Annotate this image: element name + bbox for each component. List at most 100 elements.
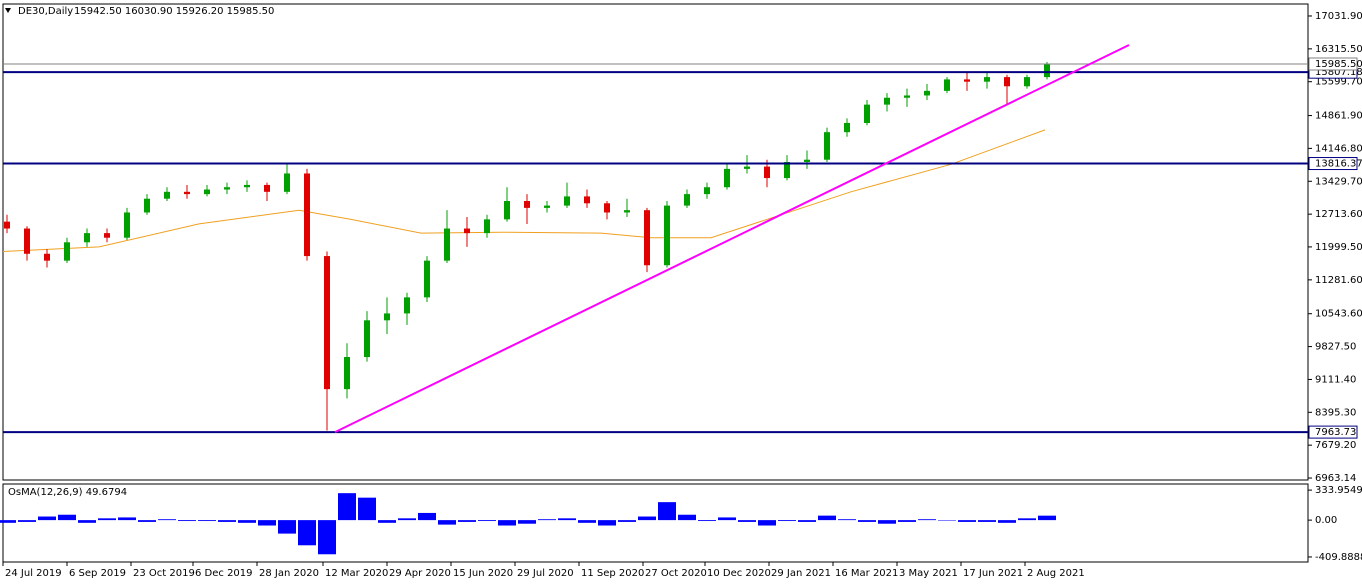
candle-body (444, 228, 450, 261)
osma-bar (658, 502, 676, 521)
osma-bar (218, 520, 236, 522)
candle-body (1024, 77, 1030, 87)
osma-bar (998, 520, 1016, 523)
osma-bar (438, 520, 456, 525)
x-tick-label: 23 Oct 2019 (133, 568, 195, 579)
osma-bar (18, 520, 36, 522)
symbol-title: DE30,Daily (18, 6, 73, 17)
osma-bar (498, 520, 516, 526)
osma-bar (298, 520, 316, 546)
candle-body (944, 79, 950, 91)
candle-body (784, 161, 790, 179)
candle-body (584, 196, 590, 204)
candle-body (764, 166, 770, 179)
candle-body (804, 159, 810, 162)
osma-bar (718, 517, 736, 521)
osma-bar (358, 497, 376, 521)
candle-body (844, 122, 850, 133)
candle-body (884, 97, 890, 105)
candle-body (424, 260, 430, 298)
level-label: 7963.73 (1315, 427, 1356, 438)
osma-bar (118, 517, 136, 521)
candle-body (244, 184, 250, 188)
candle-body (684, 194, 690, 206)
osma-bar (238, 520, 256, 523)
y-tick-label: 10543.60 (1315, 309, 1362, 320)
candle-body (744, 166, 750, 169)
osma-bar (898, 520, 916, 522)
osma-bar (918, 519, 936, 521)
candle-body (984, 77, 990, 82)
x-tick-label: 10 Dec 2020 (707, 568, 771, 579)
osma-bar (178, 520, 196, 522)
osma-bar (878, 520, 896, 524)
x-tick-label: 28 Jan 2020 (259, 568, 319, 579)
osma-bar (538, 519, 556, 521)
candle-body (504, 200, 510, 220)
osma-bar (138, 520, 156, 522)
osma-bar (738, 520, 756, 522)
moving-average (2, 129, 1046, 252)
osma-bar (638, 516, 656, 521)
candle-body (544, 205, 550, 208)
level-label-box (1308, 157, 1358, 171)
y-tick-label: 15599.70 (1315, 77, 1362, 88)
candle-body (324, 256, 330, 390)
candle-body (1004, 77, 1010, 87)
osma-bar (58, 514, 76, 521)
osma-bar (958, 520, 976, 522)
menu-arrow (5, 8, 11, 13)
osma-bar (258, 520, 276, 526)
x-tick-label: 6 Sep 2019 (69, 568, 126, 579)
candle-body (924, 90, 930, 96)
y-tick-label: 14146.80 (1315, 143, 1362, 154)
osma-bar (698, 520, 716, 522)
osma-bar (78, 520, 96, 523)
osma-bar (0, 520, 16, 523)
x-tick-label: 29 Jul 2020 (517, 568, 574, 579)
candle-body (824, 132, 830, 160)
osma-bar (938, 520, 956, 521)
osma-bar (778, 520, 796, 522)
y-tick-label: 0.00 (1315, 515, 1337, 526)
y-tick-label: 12713.60 (1315, 209, 1362, 220)
y-tick-label: 17031.90 (1315, 11, 1362, 22)
level-label-box (1308, 425, 1358, 439)
candle-body (644, 210, 650, 266)
candle-body (564, 196, 570, 206)
candle-body (364, 320, 370, 358)
osma-bar (558, 518, 576, 521)
y-tick-label: 9827.50 (1315, 342, 1356, 353)
osma-bar (38, 516, 56, 521)
y-tick-label: 11281.60 (1315, 275, 1362, 286)
level-label: 15807.18 (1315, 67, 1362, 78)
osma-bar (318, 520, 336, 555)
osma-bar (578, 520, 596, 523)
osma-bar (278, 520, 296, 534)
osma-bar (478, 520, 496, 522)
osma-bar (678, 514, 696, 521)
candle-body (184, 191, 190, 195)
x-tick-label: 17 Jun 2021 (963, 568, 1023, 579)
osma-bar (978, 520, 996, 522)
x-tick-label: 12 Mar 2020 (325, 568, 388, 579)
osma-bar (458, 520, 476, 522)
osma-bar (818, 515, 836, 521)
candle-body (964, 79, 970, 82)
candle-body (724, 168, 730, 188)
osma-bar (618, 520, 636, 522)
candle-body (344, 357, 350, 390)
osma-panel (2, 483, 1309, 563)
osma-bar (758, 520, 776, 526)
candle-body (204, 189, 210, 195)
candle-body (704, 187, 710, 195)
candle-body (384, 313, 390, 321)
y-tick-label: 9111.40 (1315, 374, 1356, 385)
y-tick-label: 333.9549 (1315, 485, 1362, 496)
osma-bar (398, 518, 416, 521)
osma-bar (338, 493, 356, 521)
y-tick-label: 16315.50 (1315, 44, 1362, 55)
candle-body (864, 104, 870, 123)
osma-bar (798, 520, 816, 522)
candle-body (904, 95, 910, 98)
